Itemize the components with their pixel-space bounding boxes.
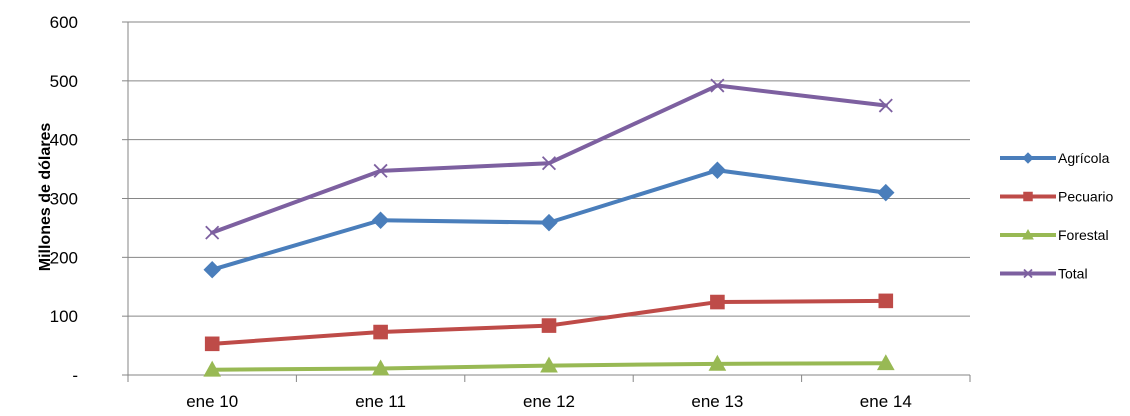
legend-entry: Pecuario [1000, 189, 1113, 205]
data-point-square [373, 324, 388, 340]
legend-entry: Forestal [1000, 227, 1109, 243]
series-agricola [203, 161, 895, 279]
data-point-square [878, 293, 894, 309]
data-point-x [541, 156, 557, 171]
legend-label: Total [1058, 266, 1088, 282]
x-tick-label: ene 10 [186, 392, 238, 411]
series-total [205, 78, 893, 240]
x-tick-label: ene 11 [355, 392, 406, 411]
tick-labels: - 100 200 300 400 500 600 ene 10 ene 11 ene 12 ene… [50, 13, 912, 411]
y-tick-label: 200 [50, 248, 78, 267]
series-pecuario [204, 293, 894, 352]
x-tick-label: ene 13 [691, 392, 743, 411]
data-point-diamond [540, 213, 558, 232]
data-point-triangle [708, 354, 727, 371]
legend-entry: Total [1000, 266, 1088, 282]
y-axis-title: Millones de dólares [37, 123, 54, 272]
legend-label: Pecuario [1058, 189, 1113, 205]
data-point-triangle [1022, 228, 1034, 240]
series-forestal [203, 354, 895, 377]
data-point-x [878, 98, 893, 113]
data-point-square [710, 294, 725, 310]
y-tick-label: 300 [50, 190, 78, 209]
legend-label: Agrícola [1058, 150, 1110, 166]
data-point-diamond [708, 161, 727, 179]
data-point-triangle [540, 356, 558, 373]
data-point-x [1023, 268, 1033, 279]
legend: Agrícola Pecuario Forestal Total [1000, 150, 1113, 282]
series-lines [203, 78, 895, 377]
y-tick-label: 400 [50, 131, 78, 150]
legend-entry: Agrícola [1000, 150, 1110, 166]
data-point-square [1023, 191, 1033, 202]
y-tick-label: 100 [50, 307, 78, 326]
y-tick-label: - [72, 366, 78, 385]
data-point-square [541, 318, 557, 333]
data-point-triangle [876, 354, 895, 371]
data-point-x [205, 225, 220, 240]
data-point-x [710, 78, 725, 93]
y-tick-label: 500 [50, 72, 78, 91]
axes [122, 21, 971, 382]
data-point-triangle [371, 359, 390, 376]
data-point-triangle [203, 360, 222, 377]
data-point-diamond [877, 183, 895, 202]
series-line [210, 83, 888, 235]
data-point-square [204, 336, 220, 352]
y-tick-label: 600 [50, 13, 78, 32]
x-tick-label: ene 14 [860, 392, 912, 411]
legend-label: Forestal [1058, 227, 1109, 243]
data-point-diamond [203, 260, 221, 279]
data-point-diamond [1022, 152, 1034, 164]
data-point-diamond [371, 211, 390, 229]
x-tick-label: ene 12 [523, 392, 575, 411]
grid-lines [128, 21, 970, 317]
data-point-x [373, 163, 388, 178]
